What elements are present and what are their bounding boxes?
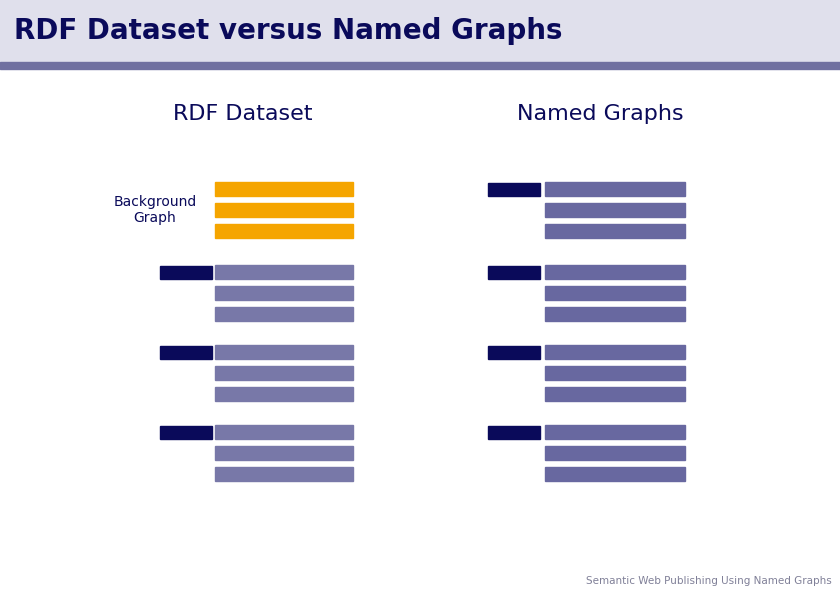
- Bar: [545, 286, 685, 300]
- Bar: [545, 467, 685, 481]
- Bar: [215, 307, 353, 321]
- Bar: [215, 203, 353, 217]
- Bar: [215, 467, 353, 481]
- Text: Named Graphs: Named Graphs: [517, 104, 683, 124]
- Bar: [545, 425, 685, 439]
- Text: RDF Dataset versus Named Graphs: RDF Dataset versus Named Graphs: [14, 17, 563, 45]
- Bar: [488, 346, 540, 358]
- Bar: [545, 265, 685, 279]
- Bar: [545, 224, 685, 238]
- Text: RDF Dataset: RDF Dataset: [173, 104, 312, 124]
- Text: Semantic Web Publishing Using Named Graphs: Semantic Web Publishing Using Named Grap…: [586, 576, 832, 586]
- Bar: [545, 387, 685, 401]
- Bar: [488, 182, 540, 196]
- Bar: [215, 182, 353, 196]
- Bar: [488, 425, 540, 439]
- Bar: [545, 182, 685, 196]
- Bar: [160, 346, 212, 358]
- Bar: [215, 265, 353, 279]
- Bar: [215, 224, 353, 238]
- Bar: [545, 446, 685, 460]
- Bar: [545, 203, 685, 217]
- Text: Background
Graph: Background Graph: [113, 195, 197, 225]
- Bar: [215, 387, 353, 401]
- Bar: [0, 62, 840, 69]
- Bar: [545, 366, 685, 380]
- Bar: [215, 446, 353, 460]
- Bar: [215, 286, 353, 300]
- Bar: [160, 265, 212, 278]
- Bar: [545, 307, 685, 321]
- Bar: [215, 366, 353, 380]
- Bar: [215, 345, 353, 359]
- Bar: [545, 345, 685, 359]
- Bar: [160, 425, 212, 439]
- Bar: [488, 265, 540, 278]
- Bar: [215, 425, 353, 439]
- Bar: [0, 0, 840, 62]
